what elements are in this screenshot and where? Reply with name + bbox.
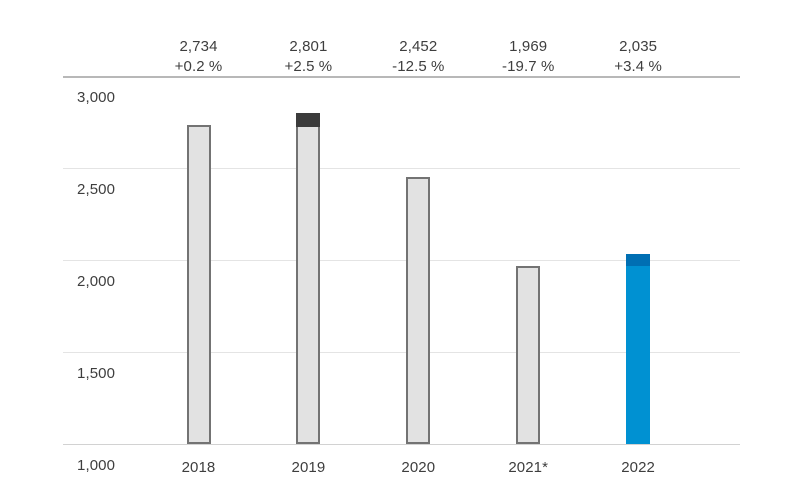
gridline-2000 bbox=[63, 259, 740, 261]
y-tick-label-1000: 1,000 bbox=[77, 456, 116, 474]
annotation-value-2018: 2,734 bbox=[179, 38, 218, 55]
y-tick-label-2000: 2,000 bbox=[77, 272, 116, 290]
x-tick-label-2021: 2021* bbox=[508, 459, 549, 476]
annotation-value-2020: 2,452 bbox=[399, 38, 438, 55]
annotation-change-2021: -19.7 % bbox=[501, 58, 555, 75]
x-tick-label-2020: 2020 bbox=[401, 459, 436, 476]
y-tick-label-2500: 2,500 bbox=[77, 180, 116, 198]
y-tick-label-1500: 1,500 bbox=[77, 364, 116, 382]
x-tick-label-2019: 2019 bbox=[291, 459, 326, 476]
bar-highlight-cap-2022 bbox=[626, 254, 651, 267]
bar-2018 bbox=[186, 125, 211, 445]
annotation-change-2020: -12.5 % bbox=[392, 58, 445, 75]
bar-2019 bbox=[296, 113, 321, 445]
bar-highlight-cap-2019 bbox=[296, 113, 321, 128]
gridline-1500 bbox=[63, 351, 740, 353]
annotation-value-2019: 2,801 bbox=[289, 38, 328, 55]
annotation-change-2018: +0.2 % bbox=[174, 58, 223, 75]
annotation-value-2022: 2,035 bbox=[619, 38, 658, 55]
annotation-change-2019: +2.5 % bbox=[284, 58, 333, 75]
bar-2020 bbox=[406, 177, 431, 445]
x-tick-label-2018: 2018 bbox=[181, 459, 216, 476]
gridline-2500 bbox=[63, 167, 740, 169]
bar-2022 bbox=[626, 254, 651, 445]
x-axis-line bbox=[63, 443, 740, 445]
bar-2021 bbox=[516, 266, 541, 445]
x-tick-label-2022: 2022 bbox=[621, 459, 655, 476]
top-rule bbox=[63, 75, 740, 78]
annotation-change-2022: +3.4 % bbox=[614, 58, 662, 75]
annotation-value-2021: 1,969 bbox=[509, 38, 548, 55]
y-tick-label-3000: 3,000 bbox=[77, 88, 116, 106]
